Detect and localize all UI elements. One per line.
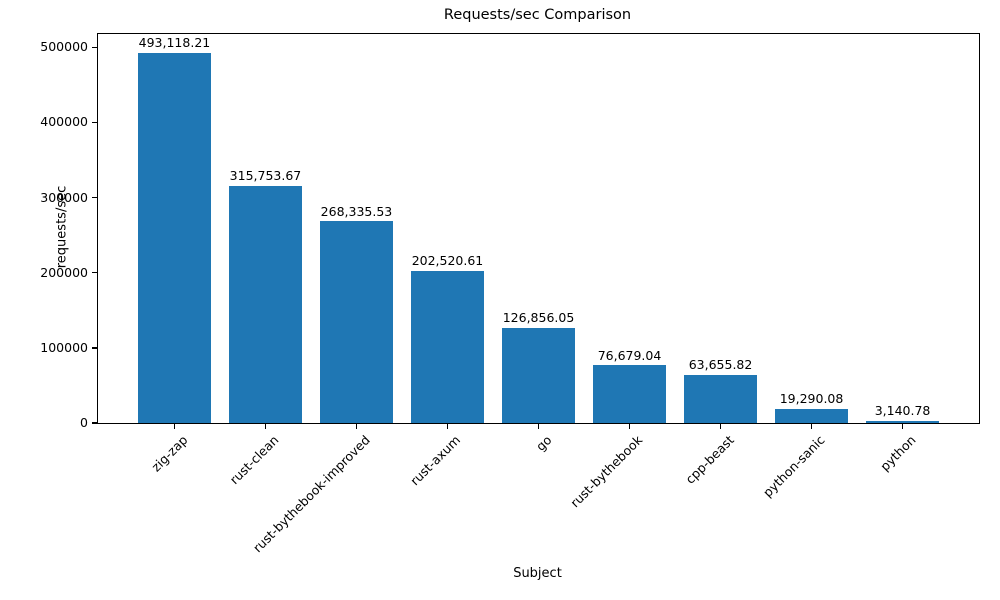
y-tick-label: 500000 [40, 39, 88, 55]
chart-title: Requests/sec Comparison [443, 7, 632, 23]
bar-rust-bythebook-improved [320, 221, 393, 423]
bar-value-label: 493,118.21 [138, 34, 211, 50]
x-tick-label: rust-axum [407, 432, 464, 489]
y-tick-mark [92, 121, 97, 124]
bar-value-label: 19,290.08 [779, 390, 844, 406]
bar-zig-zap [138, 52, 211, 423]
x-tick-label: python-sanic [759, 432, 828, 500]
x-tick-label: rust-clean [226, 432, 282, 488]
bar-rust-clean [229, 185, 302, 423]
bar-rust-axum [411, 270, 484, 423]
bar-value-label: 76,679.04 [597, 347, 662, 363]
x-tick-mark [173, 424, 176, 429]
x-tick-label: go [532, 432, 555, 454]
x-tick-label: rust-bythebook [567, 432, 646, 511]
bars-layer: 493,118.21 315,753.67 268,335.53 202,520.61… [98, 34, 979, 423]
x-tick-label: python [876, 432, 919, 474]
bar-value-label: 3,140.78 [874, 402, 931, 418]
x-tick-mark [446, 424, 449, 429]
x-tick-mark [537, 424, 540, 429]
x-tick-mark [719, 424, 722, 429]
bar-value-label: 126,856.05 [502, 309, 575, 325]
bar-value-label: 63,655.82 [688, 357, 753, 373]
x-axis-label: Subject [513, 566, 562, 581]
bar-value-label: 268,335.53 [320, 203, 393, 219]
x-tick-mark [810, 424, 813, 429]
y-tick-label: 100000 [40, 339, 88, 355]
y-tick-label: 200000 [40, 264, 88, 280]
y-tick-label: 0 [80, 415, 88, 430]
bar-value-label: 315,753.67 [229, 168, 302, 184]
bar-cpp-beast [684, 375, 757, 423]
x-tick-label: cpp-beast [682, 432, 737, 487]
y-tick-mark [92, 46, 97, 49]
x-tick-mark [628, 424, 631, 429]
bar-rust-bythebook [593, 365, 666, 423]
bar-go [502, 327, 575, 423]
bar-python [866, 420, 939, 423]
y-tick-mark [92, 347, 97, 349]
plot-area: 493,118.21 315,753.67 268,335.53 202,520.61… [97, 33, 980, 424]
bar-python-sanic [775, 408, 848, 423]
x-tick-mark [355, 424, 358, 429]
y-tick-label: 400000 [40, 114, 88, 130]
bar-value-label: 202,520.61 [411, 253, 484, 269]
y-tick-label: 300000 [40, 189, 88, 205]
y-tick-mark [92, 272, 97, 274]
y-tick-mark [92, 196, 97, 199]
x-tick-label: zig-zap [148, 432, 191, 475]
x-tick-mark [264, 424, 267, 429]
x-tick-mark [901, 424, 904, 429]
y-tick-mark [92, 422, 97, 424]
